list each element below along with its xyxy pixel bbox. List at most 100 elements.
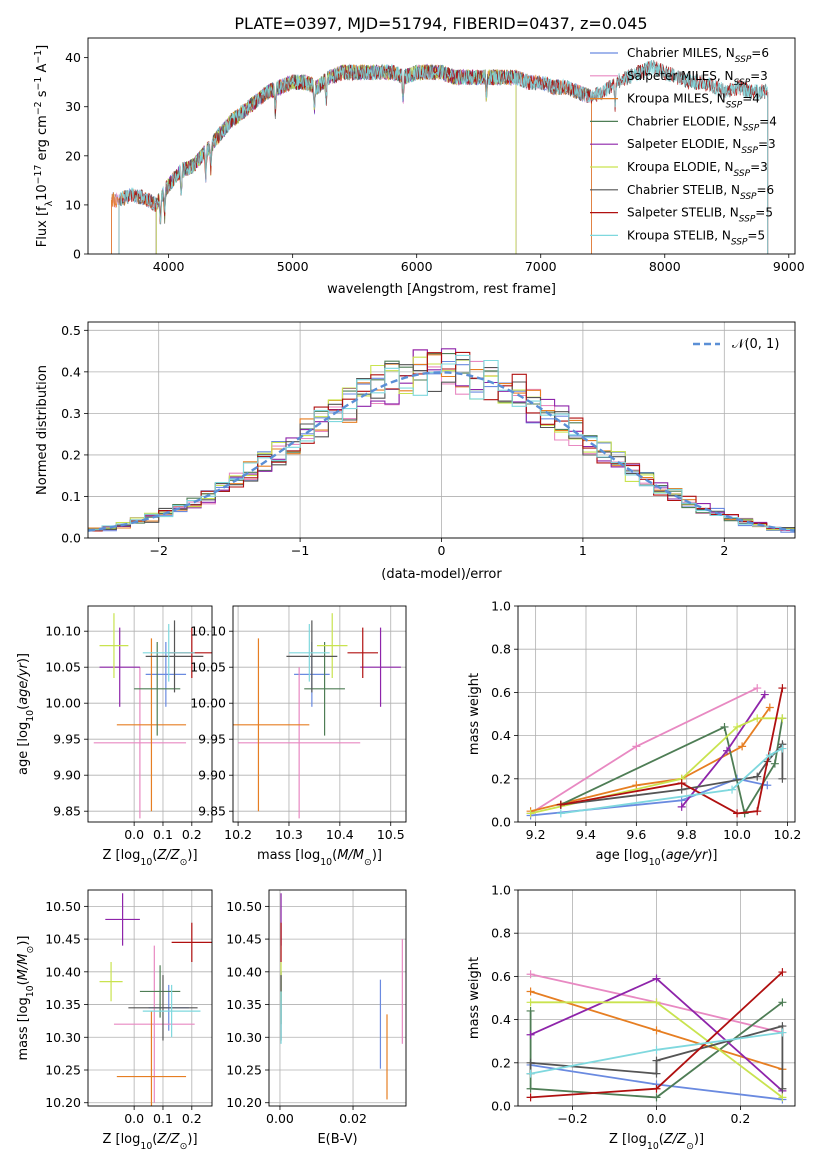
- y-tick-label: 0.4: [491, 1012, 511, 1027]
- errorbar-kroupa-stelib: [142, 624, 195, 682]
- y-tick-label: 0.2: [491, 1055, 511, 1070]
- axes-frame: [87, 37, 796, 255]
- data-point-marker: [556, 800, 565, 809]
- x-tick-label: 0.00: [266, 1111, 294, 1126]
- x-tick-label: 0.2: [182, 827, 202, 842]
- axes-age_vs_mass: 10.2 10.3 10.4 10.5 9.85 9.90 9.95 10.00 10.05 10…: [190, 605, 407, 868]
- y-tick-label: 9.95: [198, 732, 226, 747]
- legend-label: Kroupa MILES, NSSP=4: [627, 92, 760, 111]
- legend-label: 𝒩(0, 1): [732, 337, 779, 352]
- axes-frame: [232, 605, 407, 823]
- errorbar-kroupa-miles: [116, 1011, 187, 1106]
- errorbar-salpeter-elodie: [99, 627, 140, 707]
- y-tick-label: 20: [65, 148, 81, 163]
- y-tick-label: 0.6: [491, 685, 511, 700]
- x-tick-label: 0: [438, 543, 446, 558]
- y-tick-label: 10.10: [45, 624, 81, 639]
- x-axis-label: Z [log10(Z/Z⊙)]: [609, 1132, 704, 1152]
- errorbar-chabrier-elodie: [304, 642, 345, 736]
- data-point-marker: [652, 1069, 661, 1078]
- y-tick-label: 10.20: [226, 1095, 262, 1110]
- legend-label: Kroupa ELODIE, NSSP=3: [627, 160, 768, 179]
- axes-spectrum: 4000 5000 6000 7000 8000 9000 0 10 20 30 40 Chabrie…: [33, 37, 805, 297]
- y-tick-label: 10.00: [45, 696, 81, 711]
- x-axis-label: E(B-V): [317, 1132, 357, 1147]
- x-tick-label: 4000: [153, 259, 185, 274]
- data-point-marker: [526, 998, 535, 1007]
- plot-area-mass_vs_ebv: [280, 893, 403, 1100]
- y-tick-label: 10.35: [226, 997, 262, 1012]
- y-axis-label: age [log10(age/yr)]: [16, 653, 36, 775]
- errorbar-salpeter-stelib: [347, 627, 379, 678]
- data-point-marker: [526, 1006, 535, 1015]
- axes-frame: [268, 889, 407, 1107]
- data-point-marker: [526, 809, 535, 818]
- data-point-marker: [753, 772, 762, 781]
- y-tick-label: 10.35: [45, 997, 81, 1012]
- x-tick-label: −1: [291, 543, 309, 558]
- data-point-marker: [733, 809, 742, 818]
- x-tick-label: 10.5: [377, 827, 405, 842]
- axes-frame: [87, 605, 213, 823]
- legend-label: Chabrier STELIB, NSSP=6: [627, 183, 774, 202]
- y-tick-label: 0.4: [491, 728, 511, 743]
- spectrum-line-salpeter-stelib: [118, 60, 768, 225]
- y-tick-label: 10.45: [226, 932, 262, 947]
- errorbar-salpeter-elodie: [360, 627, 401, 707]
- y-tick-label: 1.0: [491, 883, 511, 898]
- line-series-kroupa-elodie: [526, 998, 787, 1102]
- errorbar-kroupa-elodie: [316, 613, 348, 678]
- data-point-marker: [652, 1084, 661, 1093]
- y-tick-label: 10.45: [45, 932, 81, 947]
- y-tick-label: 10.40: [45, 964, 81, 979]
- x-tick-label: 0.02: [339, 1111, 367, 1126]
- x-tick-label: 10.0: [723, 827, 751, 842]
- data-point-marker: [652, 1093, 661, 1102]
- y-tick-label: 10.20: [45, 1095, 81, 1110]
- y-tick-label: 9.90: [53, 768, 81, 783]
- errorbar-salpeter-miles: [93, 667, 187, 819]
- spectrum-legend: Chabrier MILES, NSSP=6 Salpeter MILES, NS…: [590, 46, 777, 247]
- data-point-marker: [652, 1026, 661, 1035]
- line-series-salpeter-stelib: [526, 968, 787, 1102]
- axes-massweight_vs_age: 9.2 9.4 9.6 9.8 10.0 10.2 0.0 0.2 0.4 0.6 0.8 1.0 ag…: [467, 599, 801, 868]
- data-point-marker: [556, 809, 565, 818]
- x-tick-label: 0.0: [124, 827, 144, 842]
- axes-frame: [517, 605, 796, 823]
- data-point-marker: [723, 746, 732, 755]
- data-point-marker: [677, 779, 686, 788]
- line-series-kroupa-stelib: [556, 744, 787, 818]
- plot-area-spectrum: [111, 60, 769, 254]
- y-tick-label: 10.30: [226, 1030, 262, 1045]
- y-tick-label: 0.1: [61, 489, 81, 504]
- y-axis-label: Normed distribution: [35, 365, 50, 495]
- y-tick-label: 9.90: [198, 768, 226, 783]
- x-tick-label: 9.6: [626, 827, 646, 842]
- data-point-marker: [778, 1028, 787, 1037]
- line-series-salpeter-stelib: [556, 684, 787, 818]
- data-point-marker: [753, 684, 762, 693]
- data-point-marker: [778, 774, 787, 783]
- y-tick-label: 0.6: [491, 969, 511, 984]
- data-point-marker: [632, 742, 641, 751]
- x-tick-label: 0.0: [647, 1111, 667, 1126]
- figure-title: PLATE=0397, MJD=51794, FIBERID=0437, z=0…: [234, 14, 647, 33]
- x-tick-label: 6000: [401, 259, 433, 274]
- y-axis-label: Flux [fλ10−17 erg cm−2 s−1 A−1]: [33, 45, 55, 247]
- x-tick-label: −2: [149, 543, 167, 558]
- plot-area-age_vs_mass: [233, 613, 401, 819]
- errorbar-kroupa-stelib: [142, 984, 201, 1038]
- data-point-marker: [652, 974, 661, 983]
- y-tick-label: 40: [65, 50, 81, 65]
- data-point-marker: [526, 1058, 535, 1067]
- x-tick-label: 0.2: [182, 1111, 202, 1126]
- x-tick-label: 0.2: [730, 1111, 750, 1126]
- legend-label: Kroupa STELIB, NSSP=5: [627, 228, 765, 247]
- y-tick-label: 10.05: [45, 660, 81, 675]
- y-tick-label: 10.50: [45, 899, 81, 914]
- legend-label: Salpeter MILES, NSSP=3: [627, 69, 768, 88]
- errorbar-chabrier-elodie: [134, 642, 181, 736]
- errorbar-kroupa-elodie: [99, 613, 129, 678]
